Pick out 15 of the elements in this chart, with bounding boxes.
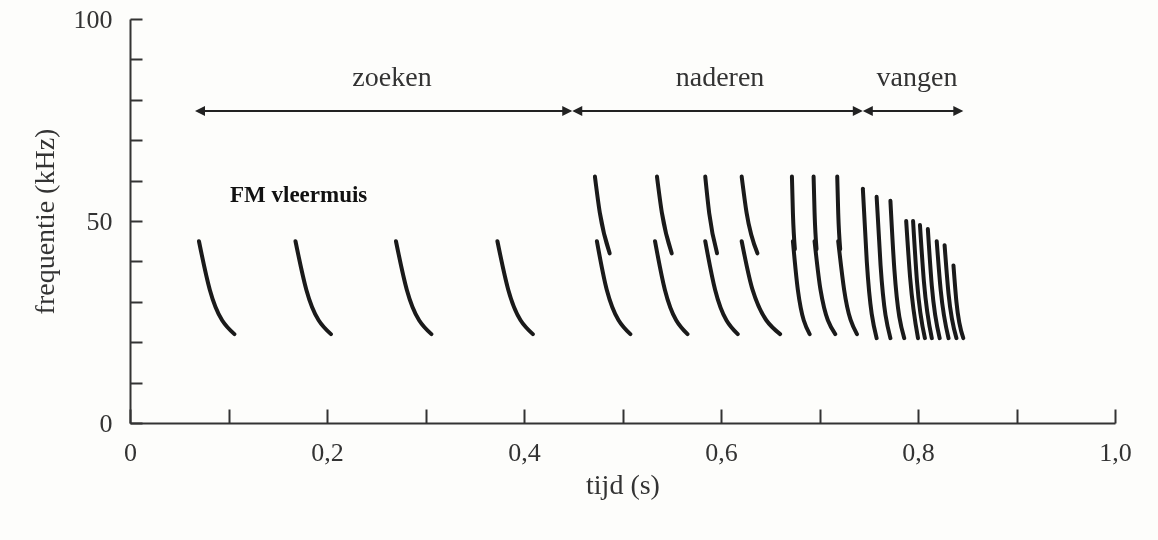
annotation: FM vleermuis [230,182,368,207]
x-tick-label: 0,2 [311,437,344,467]
y-axis-title: frequentie (kHz) [28,128,60,315]
annotation: zoeken [352,61,432,92]
annotation: vangen [876,61,958,92]
y-tick-label: 100 [73,4,113,34]
annotation: naderen [675,61,765,92]
x-tick-label: 0,8 [902,437,935,467]
x-tick-label: 1,0 [1099,437,1132,467]
x-axis-title: tijd (s) [586,468,660,500]
x-tick-label: 0,4 [508,437,541,467]
x-tick-label: 0,6 [705,437,738,467]
y-tick-label: 0 [99,408,113,438]
x-tick-label: 0 [124,437,137,467]
y-tick-label: 50 [86,206,113,236]
